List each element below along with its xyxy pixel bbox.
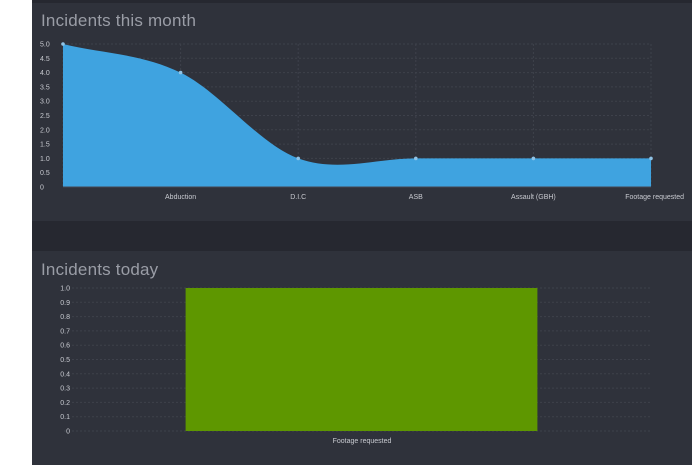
today-x-tick-label: Footage requested: [333, 438, 392, 445]
month-x-tick-label: Assault (GBH): [511, 194, 556, 201]
today-y-tick-label: 0.2: [60, 400, 70, 407]
month-data-point[interactable]: [414, 156, 418, 161]
incidents-today-chart: 0 0.1 0.2 0.3 0.4 0.5 0.6 0.7 0.8 0.9 1.0 Footage r…: [60, 286, 652, 445]
month-x-tick-label: Footage requested: [625, 194, 684, 201]
month-x-tick-label: Abduction: [165, 194, 196, 201]
panel-separator: [32, 221, 692, 251]
today-y-tick-label: 0.7: [60, 328, 70, 335]
today-y-tick-label: 0.3: [60, 386, 70, 393]
today-y-tick-label: 0.6: [60, 343, 70, 350]
month-y-tick-label: 2.5: [40, 113, 50, 120]
today-y-tick-label: 0.8: [60, 314, 70, 321]
incidents-month-title: Incidents this month: [41, 11, 197, 30]
month-y-tick-label: 2.0: [40, 127, 50, 134]
month-y-tick-label: 0: [40, 185, 44, 192]
today-y-tick-label: 1.0: [60, 286, 70, 293]
month-y-tick-label: 3.0: [40, 99, 50, 106]
incidents-today-title: Incidents today: [41, 260, 159, 279]
incidents-month-panel: Incidents this month 0 0.5 1.0 1.5 2.0 2.5 3.0…: [32, 0, 692, 221]
month-y-tick-label: 3.5: [40, 84, 50, 91]
month-y-tick-label: 4.0: [40, 70, 50, 77]
today-bar[interactable]: [185, 288, 538, 431]
incidents-today-panel: Incidents today 0 0.1 0.2 0.3 0.4 0.5 0.6 0.7 0.…: [32, 251, 692, 465]
month-data-point[interactable]: [649, 156, 653, 161]
month-y-tick-label: 1.5: [40, 142, 50, 149]
month-x-tick-label: ASB: [409, 194, 423, 201]
month-y-tick-label: 4.5: [40, 56, 50, 63]
month-area-series: [63, 44, 651, 187]
today-y-tick-label: 0: [66, 429, 70, 436]
month-x-tick-label: D.I.C: [290, 194, 306, 201]
today-y-tick-label: 0.1: [60, 414, 70, 421]
today-y-tick-label: 0.5: [60, 357, 70, 364]
month-data-point[interactable]: [531, 156, 536, 161]
today-y-tick-label: 0.9: [60, 300, 70, 307]
month-y-tick-label: 0.5: [40, 170, 50, 177]
month-y-tick-label: 1.0: [40, 156, 50, 163]
today-y-tick-label: 0.4: [60, 371, 70, 378]
month-data-point[interactable]: [61, 42, 65, 46]
month-data-point[interactable]: [296, 156, 301, 161]
incidents-month-chart: 0 0.5 1.0 1.5 2.0 2.5 3.0 3.5 4.0 4.5 5.0 Abduction…: [40, 42, 684, 202]
month-y-tick-label: 5.0: [40, 42, 50, 49]
month-data-point[interactable]: [178, 70, 183, 75]
